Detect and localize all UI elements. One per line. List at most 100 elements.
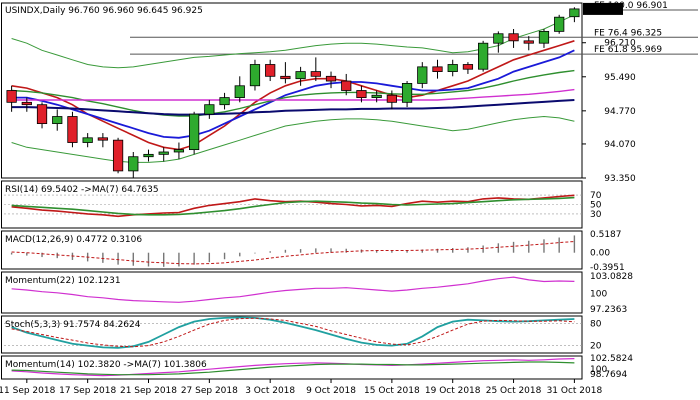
candle-body — [21, 101, 32, 106]
candle — [432, 59, 443, 79]
candle-body — [128, 156, 139, 172]
stoch-ytick-label: 20 — [590, 342, 602, 352]
candle — [401, 81, 413, 108]
candle-body — [341, 80, 352, 91]
macd-signal-line — [11, 241, 575, 265]
candle — [249, 59, 261, 91]
momentum14-ytick-label: 98.7694 — [590, 370, 627, 380]
xtick-label: 27 Sep 2018 — [181, 386, 238, 396]
candle — [508, 29, 519, 48]
panel-frame-0 — [1, 2, 583, 179]
panel-frame-5 — [1, 355, 583, 380]
xtick-label: 25 Oct 2018 — [486, 386, 542, 396]
candle-body — [417, 66, 428, 84]
candle-body — [523, 40, 534, 44]
candle — [112, 137, 124, 174]
macd-ytick-label: 0.00 — [590, 249, 610, 259]
candle — [310, 57, 321, 82]
ma-blue-line — [11, 49, 575, 139]
candle-body — [280, 75, 291, 80]
candle — [569, 7, 580, 23]
fib-level-label: FE 61.8 95.969 — [594, 45, 662, 55]
main-ytick-label: 93.350 — [604, 174, 636, 184]
panel-frame-2 — [1, 230, 583, 270]
band-upper-line — [11, 14, 575, 69]
candle — [356, 85, 367, 103]
candle — [371, 90, 382, 103]
xtick-label: 31 Oct 2018 — [547, 386, 603, 396]
candle — [325, 71, 337, 89]
candle — [493, 31, 504, 53]
rsi-ytick-label: 30 — [590, 210, 602, 220]
main-ytick-label: 95.490 — [604, 73, 636, 83]
macd-title: MACD(12,26,9) 0.4772 0.3106 — [5, 235, 142, 245]
xtick-label: 21 Sep 2018 — [120, 386, 177, 396]
ma-green-line — [11, 69, 575, 117]
xtick-label: 15 Oct 2018 — [364, 386, 420, 396]
rsi-ma-line — [11, 196, 575, 216]
candle — [280, 62, 291, 84]
candle-body — [189, 113, 200, 151]
candle-body — [234, 85, 245, 98]
candle-body — [295, 71, 306, 80]
candle — [523, 36, 534, 51]
candle-body — [569, 8, 580, 18]
candle — [417, 62, 428, 89]
candle — [67, 111, 78, 148]
candle — [128, 151, 139, 178]
fib-level-label: FE 76.4 96.325 — [594, 28, 662, 38]
fib-level-label: FE 100.0 96.901 — [594, 1, 668, 11]
main-ytick-label: 96.210 — [604, 39, 636, 49]
panel-frame-3 — [1, 271, 583, 314]
momentum14-ma-line — [11, 361, 575, 376]
last-price-box — [583, 2, 623, 15]
candle-body — [325, 75, 337, 82]
momentum22-ytick-label: 97.2363 — [590, 305, 627, 315]
candle-body — [36, 104, 48, 125]
candle — [265, 59, 276, 82]
macd-ytick-label: -0.3951 — [590, 263, 625, 273]
stoch-title: Stoch(5,3,3) 91.7574 84.2624 — [5, 320, 141, 330]
candle — [538, 29, 550, 48]
candle — [462, 62, 474, 74]
main-chart-title: USINDX,Daily 96.760 96.960 96.645 96.925 — [5, 6, 203, 16]
candle-body — [52, 116, 63, 125]
candle-body — [158, 151, 169, 155]
stoch-ytick-label: 80 — [590, 319, 602, 329]
candle — [234, 76, 245, 103]
xtick-label: 9 Oct 2018 — [306, 386, 356, 396]
main-ytick-label: 94.070 — [604, 140, 636, 150]
candle-body — [356, 90, 367, 98]
candle-body — [401, 83, 413, 103]
candle — [21, 97, 32, 112]
momentum22-ytick-label: 103.0828 — [590, 272, 633, 282]
candle — [204, 99, 215, 119]
candle — [447, 59, 458, 77]
candle — [173, 142, 185, 160]
momentum14-line — [11, 358, 575, 377]
candle-body — [462, 64, 474, 70]
candle-body — [493, 33, 504, 44]
candle — [36, 102, 48, 129]
candle — [52, 109, 63, 131]
candle-body — [432, 66, 443, 72]
rsi-ytick-label: 70 — [590, 191, 602, 201]
candle-body — [538, 30, 550, 44]
rsi-title: RSI(14) 69.5402 ->MA(7) 64.7635 — [5, 185, 159, 195]
last-price-label: 96.925 — [585, 5, 617, 15]
momentum14-title: Momentum(14) 102.3820 ->MA(7) 101.3806 — [5, 360, 207, 370]
band-lower-line — [11, 115, 575, 163]
xtick-label: 17 Sep 2018 — [59, 386, 116, 396]
stoch-d-line — [11, 317, 575, 348]
macd-ytick-label: 0.5187 — [590, 230, 622, 240]
candle-body — [143, 153, 154, 158]
candle-body — [508, 33, 519, 42]
panel-frame-4 — [1, 315, 583, 354]
candle — [295, 66, 306, 86]
candle-body — [447, 64, 458, 72]
candle — [143, 149, 154, 162]
candle-body — [371, 94, 382, 98]
ma-red-line — [11, 40, 575, 151]
candle-body — [204, 104, 215, 115]
candle — [6, 85, 17, 112]
